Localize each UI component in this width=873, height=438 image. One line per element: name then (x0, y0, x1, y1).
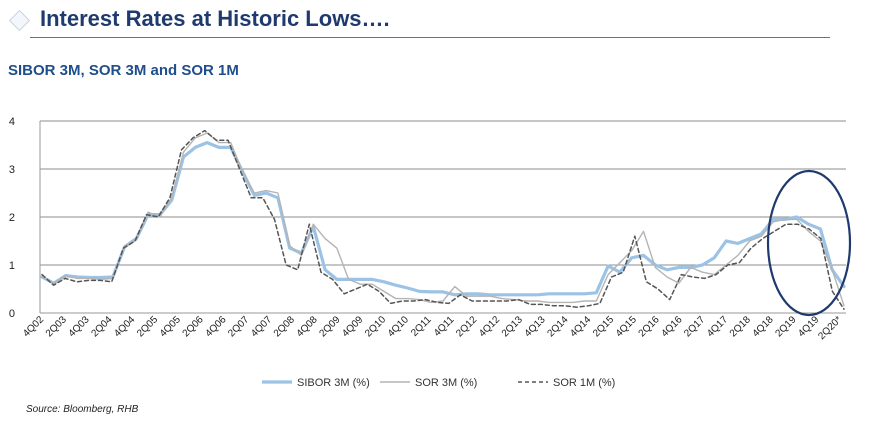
y-tick-label: 1 (9, 260, 15, 272)
slide-title: Interest Rates at Historic Lows…. (40, 6, 390, 31)
highlight-ellipse (766, 169, 852, 317)
x-tick-label: 2Q06 (181, 314, 206, 339)
x-tick-label: 2Q17 (682, 314, 707, 339)
legend-label: SOR 1M (%) (553, 377, 615, 389)
x-tick-label: 2Q07 (226, 314, 251, 339)
x-tick-label: 2Q13 (500, 314, 525, 339)
x-tick-label: 4Q17 (705, 314, 730, 339)
legend: SIBOR 3M (%) SOR 3M (%) SOR 1M (%) (262, 377, 615, 389)
x-tick-label: 2Q15 (591, 314, 616, 339)
x-tick-label: 4Q16 (659, 314, 684, 339)
x-tick-label: 4Q02 (21, 314, 46, 339)
x-tick-label: 4Q14 (568, 314, 593, 339)
x-tick-label: 4Q08 (295, 314, 320, 339)
title-divider (30, 37, 830, 38)
y-tick-label: 2 (9, 212, 15, 224)
x-tick-label: 2Q14 (545, 314, 570, 339)
x-tick-label: 2Q09 (317, 314, 342, 339)
x-tick-label: 4Q10 (386, 314, 411, 339)
x-tick-label: 2Q20* (816, 314, 844, 342)
x-tick-label: 4Q11 (432, 314, 457, 339)
x-tick-label: 2Q16 (637, 314, 662, 339)
x-axis-ticks: 4Q022Q034Q032Q044Q042Q054Q052Q064Q062Q07… (21, 314, 844, 342)
x-tick-label: 2Q19 (773, 314, 798, 339)
grid-layer (39, 120, 846, 314)
legend-label: SOR 3M (%) (415, 377, 477, 389)
series-line-2 (41, 132, 845, 307)
y-axis-ticks: 0 1 2 3 4 (9, 116, 15, 320)
x-tick-label: 4Q07 (249, 314, 274, 339)
x-tick-label: 4Q05 (158, 314, 183, 339)
x-tick-label: 2Q12 (454, 314, 479, 339)
x-tick-label: 4Q06 (203, 314, 228, 339)
source-note: Source: Bloomberg, RHB (26, 404, 139, 415)
x-tick-label: 2Q11 (409, 314, 434, 339)
x-tick-label: 4Q04 (112, 314, 137, 339)
series-line-1 (40, 141, 846, 297)
x-tick-label: 2Q03 (44, 314, 69, 339)
x-tick-label: 2Q10 (363, 314, 388, 339)
x-tick-label: 2Q05 (135, 314, 160, 339)
y-tick-label: 0 (9, 308, 15, 320)
x-tick-label: 4Q15 (614, 314, 639, 339)
x-tick-label: 4Q09 (340, 314, 365, 339)
x-tick-label: 2Q04 (89, 314, 114, 339)
series-line-3 (41, 129, 845, 310)
x-tick-label: 2Q18 (728, 314, 753, 339)
chart-subtitle: SIBOR 3M, SOR 3M and SOR 1M (8, 62, 239, 79)
x-tick-label: 4Q12 (477, 314, 502, 339)
y-tick-label: 3 (9, 164, 15, 176)
x-tick-label: 2Q08 (272, 314, 297, 339)
x-tick-label: 4Q13 (523, 314, 548, 339)
x-tick-label: 4Q03 (67, 314, 92, 339)
legend-label: SIBOR 3M (%) (297, 377, 370, 389)
series-layer (40, 129, 846, 310)
y-tick-label: 4 (9, 116, 15, 128)
x-tick-label: 4Q18 (751, 314, 776, 339)
